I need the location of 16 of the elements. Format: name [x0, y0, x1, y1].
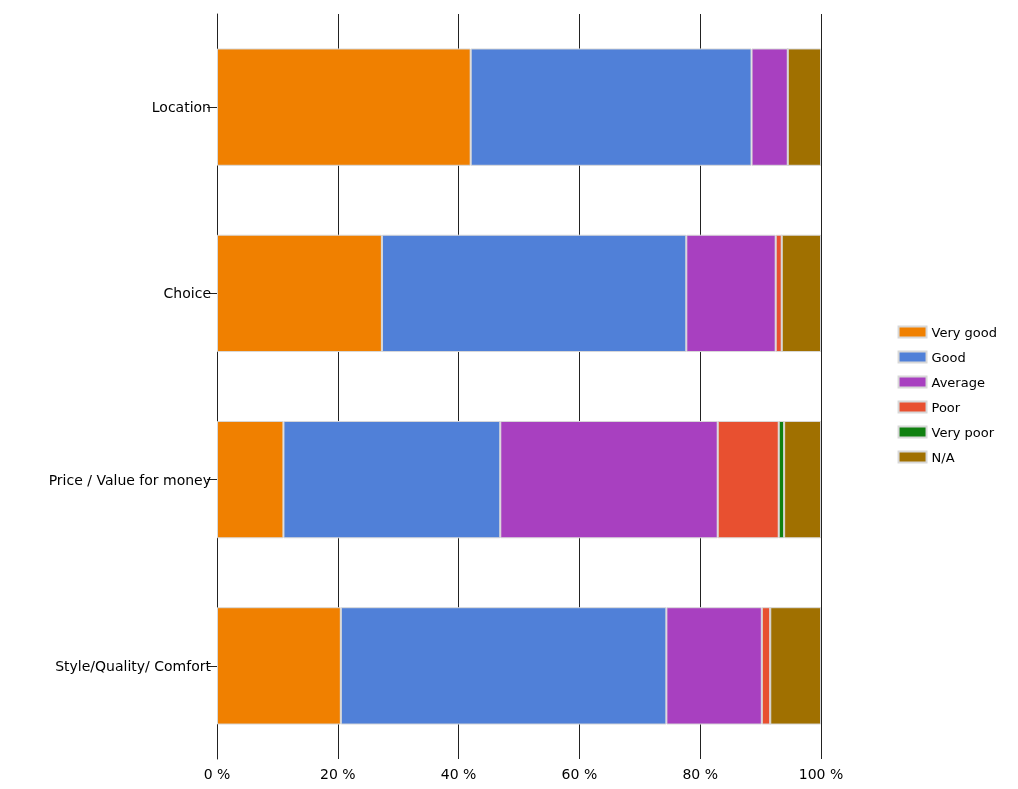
x-tick-label: 20 %: [320, 766, 356, 782]
legend-label: Poor: [931, 399, 961, 415]
legend-label: N/A: [931, 449, 955, 465]
legend-label: Very good: [931, 324, 998, 340]
y-tick-label: Choice: [163, 285, 211, 302]
y-tick-label: Location: [151, 99, 211, 116]
y-tick-label: Style/Quality/ Comfort: [55, 657, 212, 674]
legend-label: Good: [931, 349, 966, 365]
x-tick-label: 80 %: [682, 766, 718, 782]
x-tick-label: 60 %: [561, 766, 598, 782]
x-tick-label: 100 %: [798, 766, 844, 782]
x-tick-label: 0 %: [203, 766, 231, 782]
legend-label: Average: [931, 374, 985, 390]
legend-label: Very poor: [931, 424, 995, 440]
y-tick-label: Price / Value for money: [48, 471, 211, 488]
x-tick-label: 40 %: [440, 766, 477, 782]
